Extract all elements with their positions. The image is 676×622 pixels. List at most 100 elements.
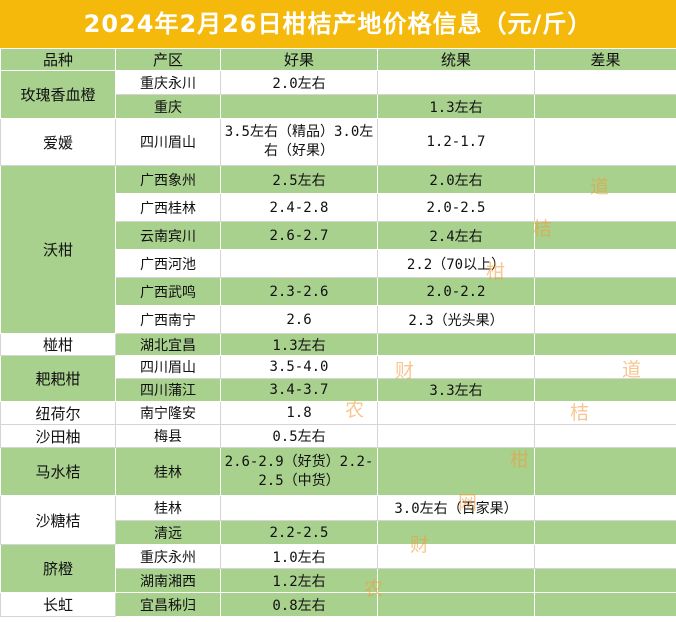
good-price-cell: 0.8左右 xyxy=(220,592,378,617)
region-cell: 宜昌秭归 xyxy=(115,592,221,617)
good-price-cell: 2.6 xyxy=(220,305,378,334)
table-row: 玫瑰香血橙 重庆永川 2.0左右 xyxy=(0,70,676,119)
good-price-cell: 0.5左右 xyxy=(220,424,378,448)
average-price-cell: 2.0-2.5 xyxy=(377,193,535,222)
good-price-cell xyxy=(220,94,378,119)
header-region: 产区 xyxy=(115,48,221,71)
good-price-cell: 1.3左右 xyxy=(220,333,378,356)
region-cell: 重庆永州 xyxy=(115,544,221,569)
table-row: 重庆 1.3左右 xyxy=(1,94,676,119)
average-price-cell xyxy=(377,424,535,448)
region-cell: 桂林 xyxy=(115,495,221,521)
table-row: 沙糖桔 桂林 3.0左右（百家果） xyxy=(0,495,676,545)
table-row: 耙耙柑 四川眉山 3.5-4.0 xyxy=(0,355,676,402)
average-price-cell xyxy=(377,592,535,617)
table-row: 广西桂林 2.4-2.8 2.0-2.5 xyxy=(1,193,676,222)
page-title: 2024年2月26日柑桔产地价格信息（元/斤） xyxy=(0,0,676,48)
region-cell: 湖南湘西 xyxy=(115,568,221,593)
variety-cell: 脐橙 xyxy=(0,544,116,593)
good-price-cell: 2.5左右 xyxy=(220,165,378,194)
average-price-cell: 3.0左右（百家果） xyxy=(377,495,535,521)
region-cell: 重庆永川 xyxy=(115,70,221,95)
good-price-cell: 3.5左右（精品）3.0左右（好果） xyxy=(220,118,378,166)
average-price-cell: 2.2（70以上） xyxy=(377,249,535,278)
region-cell: 广西南宁 xyxy=(115,305,221,334)
poor-price-cell xyxy=(534,544,676,569)
average-price-cell xyxy=(377,447,535,496)
average-price-cell xyxy=(377,568,535,593)
good-price-cell: 2.2-2.5 xyxy=(220,520,378,545)
table-row: 沃柑 广西象州 2.5左右 2.0左右 xyxy=(0,165,676,334)
average-price-cell xyxy=(377,333,535,356)
region-cell: 湖北宜昌 xyxy=(115,333,221,356)
poor-price-cell xyxy=(534,118,676,166)
variety-cell: 沙田柚 xyxy=(0,424,116,448)
variety-cell: 玫瑰香血橙 xyxy=(0,70,116,119)
table-row: 云南宾川 2.6-2.7 2.4左右 xyxy=(1,221,676,250)
table-row: 清远 2.2-2.5 xyxy=(1,520,676,545)
table-row: 爱媛 四川眉山 3.5左右（精品）3.0左右（好果） 1.2-1.7 xyxy=(0,118,676,166)
poor-price-cell xyxy=(534,277,676,306)
header-poor: 差果 xyxy=(534,48,676,71)
table-row: 马水桔 桂林 2.6-2.9（好货）2.2-2.5（中货） xyxy=(0,447,676,496)
table-row: 脐橙 重庆永州 1.0左右 xyxy=(0,544,676,593)
table-row: 沙田柚 梅县 0.5左右 xyxy=(0,424,676,448)
header-good: 好果 xyxy=(220,48,378,71)
table-row: 广西南宁 2.6 2.3（光头果） xyxy=(1,305,676,334)
region-cell: 清远 xyxy=(115,520,221,545)
variety-cell: 耙耙柑 xyxy=(0,355,116,402)
poor-price-cell xyxy=(534,249,676,278)
good-price-cell: 2.6-2.7 xyxy=(220,221,378,250)
header-average: 统果 xyxy=(377,48,535,71)
poor-price-cell xyxy=(534,355,676,379)
average-price-cell xyxy=(377,70,535,95)
good-price-cell: 3.4-3.7 xyxy=(220,378,378,402)
good-price-cell xyxy=(220,495,378,521)
header-variety: 品种 xyxy=(0,48,116,71)
average-price-cell: 1.2-1.7 xyxy=(377,118,535,166)
average-price-cell: 1.3左右 xyxy=(377,94,535,119)
poor-price-cell xyxy=(534,592,676,617)
region-cell: 广西武鸣 xyxy=(115,277,221,306)
table-row: 广西河池 2.2（70以上） xyxy=(1,249,676,278)
poor-price-cell xyxy=(534,305,676,334)
variety-cell: 长虹 xyxy=(0,592,116,617)
good-price-cell: 2.6-2.9（好货）2.2-2.5（中货） xyxy=(220,447,378,496)
good-price-cell: 1.2左右 xyxy=(220,568,378,593)
poor-price-cell xyxy=(534,333,676,356)
variety-cell: 马水桔 xyxy=(0,447,116,496)
poor-price-cell xyxy=(534,70,676,95)
good-price-cell: 3.5-4.0 xyxy=(220,355,378,379)
average-price-cell: 2.4左右 xyxy=(377,221,535,250)
poor-price-cell xyxy=(534,424,676,448)
average-price-cell: 3.3左右 xyxy=(377,378,535,402)
region-cell: 四川眉山 xyxy=(115,118,221,166)
variety-cell: 爱媛 xyxy=(0,118,116,166)
average-price-cell: 2.3（光头果） xyxy=(377,305,535,334)
variety-cell: 沙糖桔 xyxy=(0,495,116,545)
price-table: 品种 产区 好果 统果 差果 玫瑰香血橙 重庆永川 2.0左右 重庆 1.3左右 xyxy=(0,48,676,617)
region-cell: 南宁隆安 xyxy=(115,401,221,425)
region-cell: 梅县 xyxy=(115,424,221,448)
region-cell: 广西象州 xyxy=(115,165,221,194)
poor-price-cell xyxy=(534,221,676,250)
poor-price-cell xyxy=(534,520,676,545)
average-price-cell xyxy=(377,355,535,379)
average-price-cell: 2.0-2.2 xyxy=(377,277,535,306)
poor-price-cell xyxy=(534,193,676,222)
average-price-cell xyxy=(377,520,535,545)
poor-price-cell xyxy=(534,378,676,402)
average-price-cell xyxy=(377,401,535,425)
table-row: 湖南湘西 1.2左右 xyxy=(1,568,676,593)
poor-price-cell xyxy=(534,447,676,496)
good-price-cell: 2.4-2.8 xyxy=(220,193,378,222)
variety-cell: 沃柑 xyxy=(0,165,116,334)
table-row: 椪柑 湖北宜昌 1.3左右 xyxy=(0,333,676,356)
poor-price-cell xyxy=(534,401,676,425)
poor-price-cell xyxy=(534,568,676,593)
table-row: 长虹 宜昌秭归 0.8左右 xyxy=(0,592,676,617)
poor-price-cell xyxy=(534,94,676,119)
average-price-cell: 2.0左右 xyxy=(377,165,535,194)
good-price-cell: 2.3-2.6 xyxy=(220,277,378,306)
